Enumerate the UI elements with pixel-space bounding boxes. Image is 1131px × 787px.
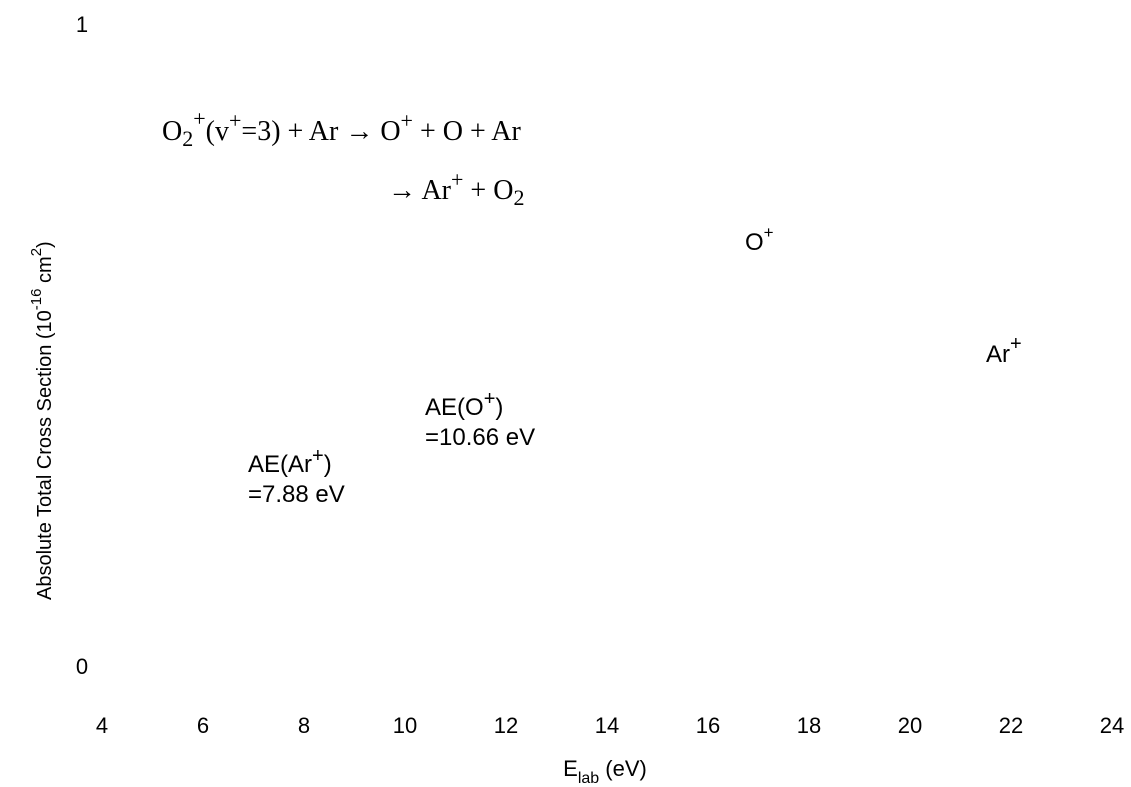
- reaction-equation-line-1: O2+(v+=3) + Ar → O+ + O + Ar: [162, 106, 521, 151]
- ae-o-plus-annotation-line-2: =10.66 eV: [425, 424, 535, 451]
- o-plus-series-label: O+: [745, 223, 774, 256]
- y-axis-tick-labels: 01: [76, 12, 88, 679]
- x-tick-label: 18: [797, 713, 821, 738]
- x-axis-tick-labels: 4 6 8 10 12 14 16 18 20 22 24: [96, 713, 1124, 738]
- x-tick-label: 24: [1100, 713, 1124, 738]
- x-tick-label: 8: [298, 713, 310, 738]
- ae-ar-plus-annotation-line-2: =7.88 eV: [248, 481, 345, 508]
- x-tick-label: 20: [898, 713, 922, 738]
- y-tick-label: 1: [76, 12, 88, 37]
- reaction-equation-line-2: → Ar+ + O2: [388, 167, 524, 210]
- y-axis-label: Absolute Total Cross Section (10-16 cm2): [28, 241, 56, 600]
- x-tick-label: 16: [696, 713, 720, 738]
- y-tick-label: 0: [76, 654, 88, 679]
- x-tick-label: 6: [197, 713, 209, 738]
- x-axis-label: Elab (eV): [563, 756, 647, 787]
- x-tick-label: 10: [393, 713, 417, 738]
- ae-ar-plus-annotation-line-1: AE(Ar+): [248, 445, 332, 478]
- x-tick-label: 4: [96, 713, 108, 738]
- ae-o-plus-annotation-line-1: AE(O+): [425, 388, 503, 421]
- ar-plus-series-label: Ar+: [986, 333, 1022, 368]
- x-tick-label: 12: [494, 713, 518, 738]
- x-tick-label: 22: [999, 713, 1023, 738]
- x-tick-label: 14: [595, 713, 619, 738]
